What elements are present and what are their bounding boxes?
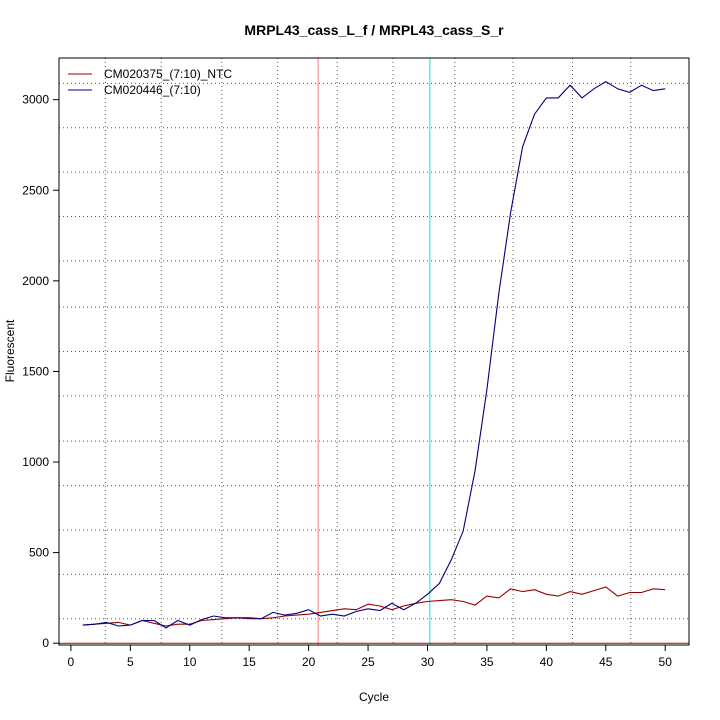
y-tick-label: 3000 <box>22 93 49 107</box>
y-tick-label: 1500 <box>22 364 49 378</box>
x-tick-label: 45 <box>599 655 613 669</box>
grid-lines <box>59 58 689 645</box>
y-tick-label: 1000 <box>22 455 49 469</box>
x-tick-label: 5 <box>127 655 134 669</box>
x-tick-label: 50 <box>659 655 673 669</box>
legend-label: CM020446_(7:10) <box>104 83 201 97</box>
y-tick-label: 2500 <box>22 183 49 197</box>
y-tick-label: 2000 <box>22 274 49 288</box>
x-tick-label: 20 <box>302 655 316 669</box>
x-tick-label: 35 <box>480 655 494 669</box>
chart-title: MRPL43_cass_L_f / MRPL43_cass_S_r <box>244 22 504 38</box>
x-tick-label: 30 <box>421 655 435 669</box>
x-axis-title: Cycle <box>359 690 389 704</box>
x-tick-label: 40 <box>540 655 554 669</box>
x-tick-label: 25 <box>361 655 375 669</box>
x-tick-label: 15 <box>243 655 257 669</box>
series-lines <box>82 80 666 629</box>
series-line-1 <box>82 586 666 627</box>
x-tick-label: 0 <box>68 655 75 669</box>
legend: CM020375_(7:10)_NTC CM020446_(7:10) <box>68 67 232 97</box>
y-axis-title: Fluorescent <box>3 319 17 382</box>
x-tick-label: 10 <box>183 655 197 669</box>
y-tick-label: 500 <box>29 546 49 560</box>
plot-frame <box>58 57 690 646</box>
y-axis: 0 500 1000 1500 2000 2500 3000 <box>22 93 59 650</box>
legend-label: CM020375_(7:10)_NTC <box>104 67 232 81</box>
y-tick-label: 0 <box>42 636 49 650</box>
x-axis: 0 5 10 15 20 25 30 35 40 45 50 <box>68 645 673 669</box>
series-line-2 <box>82 80 666 629</box>
cycle-markers <box>317 58 431 645</box>
